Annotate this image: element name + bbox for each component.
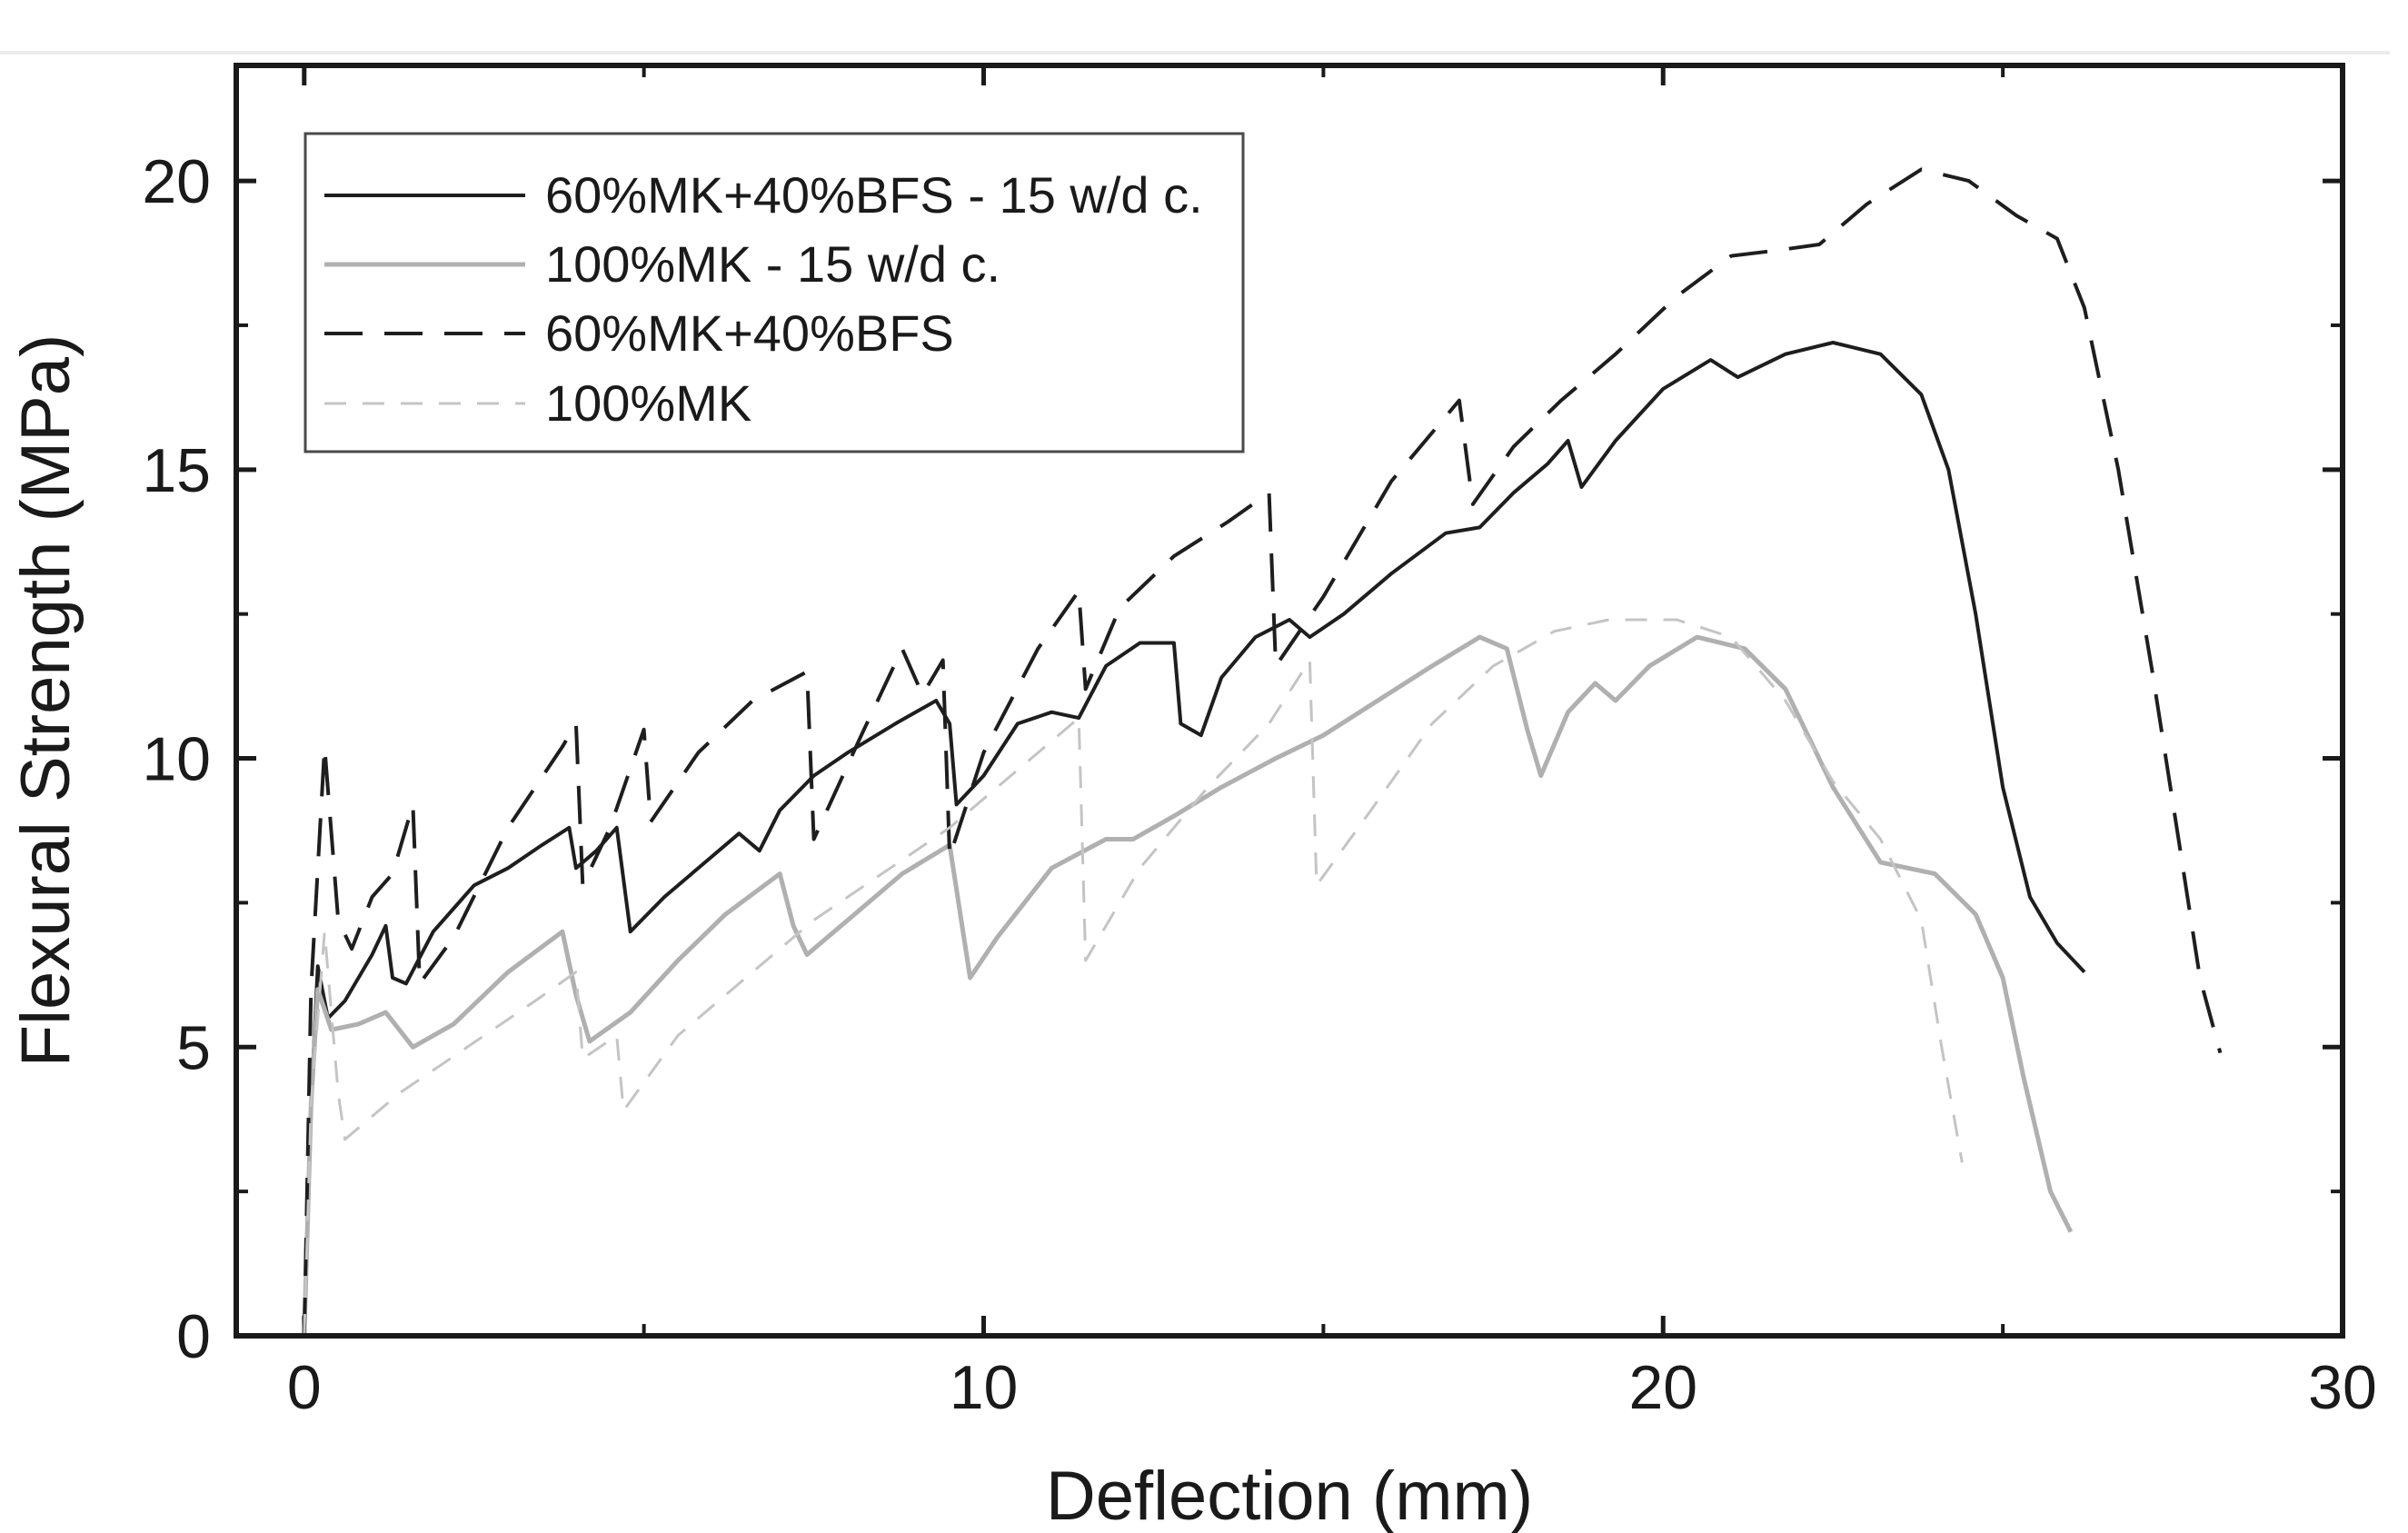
y-tick-labels: 0 5 10 15 20 <box>142 147 211 1371</box>
series-line-100-mk <box>303 618 1964 1337</box>
series-line-100-mk-15-w-d-c <box>302 634 2074 1337</box>
series-line-60-mk-40-bfs <box>302 167 2223 1337</box>
x-axis-label: Deflection (mm) <box>1046 1458 1533 1533</box>
x-tick-label-20: 20 <box>1628 1353 1697 1422</box>
legend-label-60mk-40bfs-15wdc: 60%MK+40%BFS - 15 w/d c. <box>545 166 1203 224</box>
legend: 60%MK+40%BFS - 15 w/d c. 100%MK - 15 w/d… <box>303 132 1245 453</box>
y-tick-label-10: 10 <box>142 725 211 794</box>
y-axis-label: Flexural Strength (MPa) <box>7 334 85 1068</box>
x-tick-label-0: 0 <box>287 1353 322 1422</box>
legend-label-100mk-15wdc: 100%MK - 15 w/d c. <box>545 235 1000 293</box>
legend-label-100mk: 100%MK <box>545 374 751 432</box>
legend-box <box>303 132 1245 453</box>
x-tick-labels: 0 10 20 30 <box>287 1353 2377 1422</box>
y-tick-label-5: 5 <box>176 1013 211 1082</box>
y-tick-label-0: 0 <box>176 1302 211 1371</box>
plot-frame <box>234 63 2345 1339</box>
legend-label-60mk-40bfs: 60%MK+40%BFS <box>545 304 954 362</box>
x-tick-label-30: 30 <box>2308 1353 2377 1422</box>
x-tick-label-10: 10 <box>950 1353 1019 1422</box>
series-line-60-mk-40-bfs-15-w-d-c <box>302 341 2086 1337</box>
series-lines <box>302 167 2223 1337</box>
y-tick-label-15: 15 <box>142 436 211 505</box>
y-tick-label-20: 20 <box>142 147 211 216</box>
